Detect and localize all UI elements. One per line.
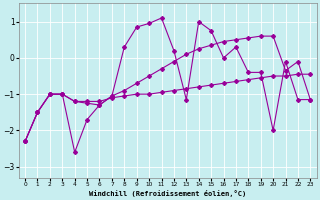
X-axis label: Windchill (Refroidissement éolien,°C): Windchill (Refroidissement éolien,°C): [89, 190, 246, 197]
